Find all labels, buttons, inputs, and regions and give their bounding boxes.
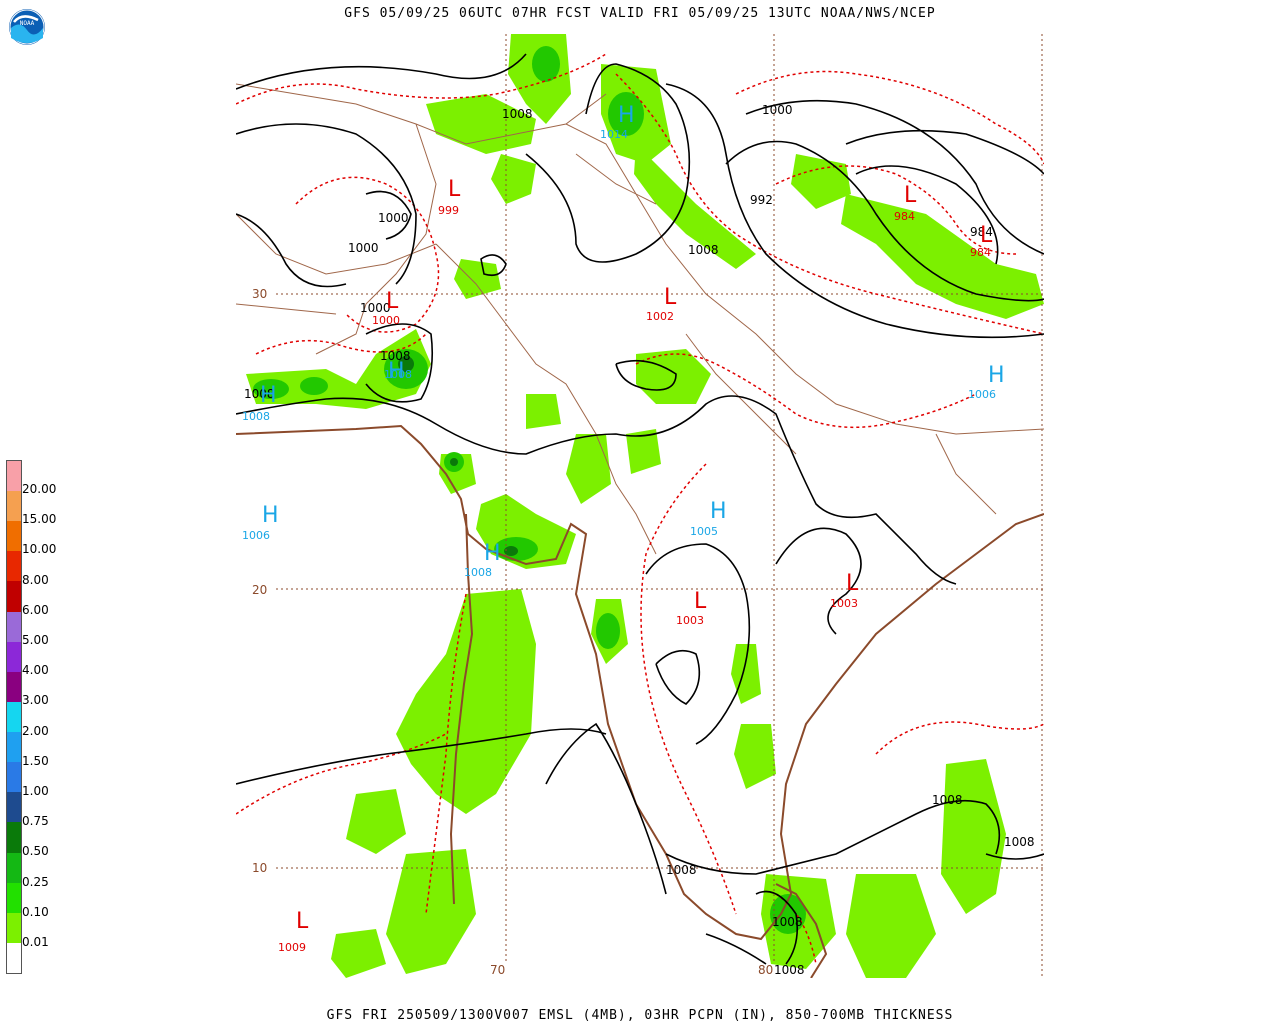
legend-label: 0.10 (22, 904, 49, 919)
lon-label: 70 (490, 963, 505, 977)
low-letter: L (846, 571, 859, 596)
legend-swatch (7, 882, 21, 913)
low-value: 984 (970, 246, 991, 259)
low-letter: L (664, 285, 677, 310)
isobar-labels: 1008 1000 1000 1000 1000 1008 1008 992 1… (244, 103, 1035, 977)
isobar-label: 1008 (380, 349, 411, 363)
low-value: 999 (438, 204, 459, 217)
low-letter: L (980, 223, 993, 248)
isobar-label: 1008 (244, 387, 275, 401)
low-letter: L (386, 289, 399, 314)
isobar-label: 1000 (360, 301, 391, 315)
lat-labels: 30 20 10 (252, 287, 267, 875)
high-letter: H (710, 499, 727, 524)
legend-label: 0.01 (22, 935, 49, 949)
legend-label: 3.00 (22, 693, 49, 708)
legend-swatch (7, 942, 21, 973)
legend-swatch (7, 671, 21, 702)
high-value: 1006 (968, 388, 996, 401)
high-letter: H (988, 363, 1005, 388)
legend-label: 10.00 (22, 542, 57, 557)
legend-label: 1.50 (22, 753, 49, 768)
high-letter: H (618, 103, 635, 128)
map-caption: GFS FRI 250509/1300V007 EMSL (4MB), 03HR… (326, 1008, 954, 1023)
legend-swatch (7, 581, 21, 612)
legend-label: 0.75 (22, 814, 49, 829)
legend-label: 0.50 (22, 844, 49, 859)
legend-swatch (7, 792, 21, 823)
map-title: GFS 05/09/25 06UTC 07HR FCST VALID FRI 0… (344, 6, 936, 21)
high-letter: H (260, 383, 277, 408)
legend-swatch (7, 461, 21, 492)
high-letter: H (262, 503, 279, 528)
isobar-label: 992 (750, 193, 773, 207)
legend-label: 20.00 (22, 482, 57, 496)
isobar-label: 1008 (502, 107, 533, 121)
lat-label: 30 (252, 287, 267, 301)
high-value: 1006 (242, 529, 270, 542)
lat-label: 10 (252, 861, 267, 875)
precip-legend-bar (6, 460, 22, 974)
lon-label: 80 (758, 963, 773, 977)
noaa-logo-text: NOAA (20, 20, 35, 27)
legend-swatch (7, 852, 21, 883)
low-letter: L (296, 909, 309, 934)
low-centers: L 999 L 1002 L 1000 L 984 L 984 L 1003 L… (278, 177, 993, 954)
low-value: 1002 (646, 310, 674, 323)
isobar-label: 1008 (666, 863, 697, 877)
legend-swatch (7, 762, 21, 793)
legend-swatch (7, 732, 21, 763)
isobar-label: 1008 (772, 915, 803, 929)
legend-swatch (7, 611, 21, 642)
weather-map[interactable]: 30 20 10 70 80 1008 1000 1000 1000 1000 … (236, 34, 1044, 978)
low-value: 984 (894, 210, 915, 223)
high-letter: H (484, 541, 501, 566)
legend-swatch (7, 701, 21, 733)
high-value: 1005 (690, 525, 718, 538)
legend-label: 2.00 (22, 723, 49, 738)
thickness-contours (236, 53, 1044, 965)
lon-labels: 70 80 (490, 963, 773, 977)
legend-swatch (7, 822, 21, 853)
coastline (236, 424, 1044, 978)
legend-label: 1.00 (22, 784, 49, 798)
low-value: 1003 (830, 597, 858, 610)
isobar-label: 1008 (688, 243, 719, 257)
legend-swatch (7, 551, 21, 582)
low-letter: L (448, 177, 461, 202)
legend-label: 0.25 (22, 874, 49, 889)
isobar-contours (236, 53, 1044, 965)
lat-label: 20 (252, 583, 267, 597)
low-letter: L (904, 183, 917, 208)
latlon-grid (276, 34, 1044, 978)
legend-label: 8.00 (22, 572, 49, 587)
isobar-label: 1000 (378, 211, 409, 225)
legend-label: 15.00 (22, 512, 57, 527)
legend-label: 4.00 (22, 663, 49, 678)
legend-swatch (7, 641, 21, 672)
low-value: 1009 (278, 941, 306, 954)
legend-swatch (7, 521, 21, 552)
isobar-label: 1008 (774, 963, 805, 977)
legend-swatch (7, 491, 21, 522)
legend-label: 5.00 (22, 633, 49, 647)
isobar-label: 1008 (1004, 835, 1035, 849)
noaa-logo-icon: NOAA (9, 9, 45, 45)
legend-label: 6.00 (22, 602, 49, 617)
isobar-label: 984 (970, 225, 993, 239)
low-value: 1003 (676, 614, 704, 627)
legend-swatch (7, 912, 21, 943)
high-value: 1014 (600, 128, 628, 141)
high-letter: H (388, 359, 405, 384)
low-value: 1000 (372, 314, 400, 327)
high-value: 1008 (384, 368, 412, 381)
high-value: 1008 (464, 566, 492, 579)
isobar-label: 1000 (762, 103, 793, 117)
high-value: 1008 (242, 410, 270, 423)
isobar-label: 1008 (932, 793, 963, 807)
isobar-label: 1000 (348, 241, 379, 255)
high-centers: H 1014 H 1008 H 1008 H 1006 H 1008 H 100… (242, 103, 1005, 579)
country-borders (236, 83, 1044, 555)
low-letter: L (694, 589, 707, 614)
